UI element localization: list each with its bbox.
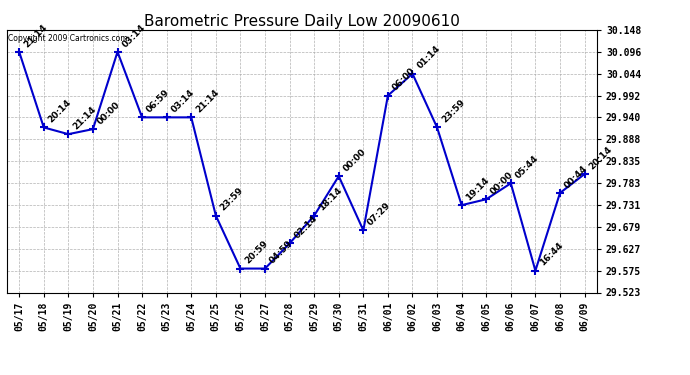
- Text: 18:14: 18:14: [317, 186, 344, 213]
- Text: 00:00: 00:00: [96, 100, 122, 126]
- Text: 03:14: 03:14: [120, 22, 147, 49]
- Text: 21:14: 21:14: [71, 105, 98, 131]
- Text: 07:29: 07:29: [366, 201, 393, 228]
- Text: 23:59: 23:59: [219, 186, 246, 213]
- Text: 20:59: 20:59: [243, 239, 270, 266]
- Text: 02:14: 02:14: [293, 214, 319, 241]
- Text: 16:44: 16:44: [538, 241, 565, 268]
- Text: 19:14: 19:14: [464, 176, 491, 202]
- Text: 03:14: 03:14: [170, 88, 196, 115]
- Title: Barometric Pressure Daily Low 20090610: Barometric Pressure Daily Low 20090610: [144, 14, 460, 29]
- Text: 06:59: 06:59: [145, 88, 172, 115]
- Text: 20:14: 20:14: [587, 145, 614, 171]
- Text: 23:59: 23:59: [440, 98, 466, 124]
- Text: 05:44: 05:44: [513, 154, 540, 180]
- Text: 00:44: 00:44: [563, 164, 589, 190]
- Text: 01:14: 01:14: [415, 44, 442, 71]
- Text: 06:00: 06:00: [391, 66, 417, 93]
- Text: 00:00: 00:00: [489, 170, 515, 196]
- Text: 00:00: 00:00: [342, 147, 368, 173]
- Text: 04:59: 04:59: [268, 239, 295, 266]
- Text: 21:14: 21:14: [194, 88, 221, 115]
- Text: 21:14: 21:14: [22, 22, 49, 49]
- Text: 20:14: 20:14: [46, 98, 73, 124]
- Text: Copyright 2009 Cartronics.com: Copyright 2009 Cartronics.com: [8, 34, 128, 43]
